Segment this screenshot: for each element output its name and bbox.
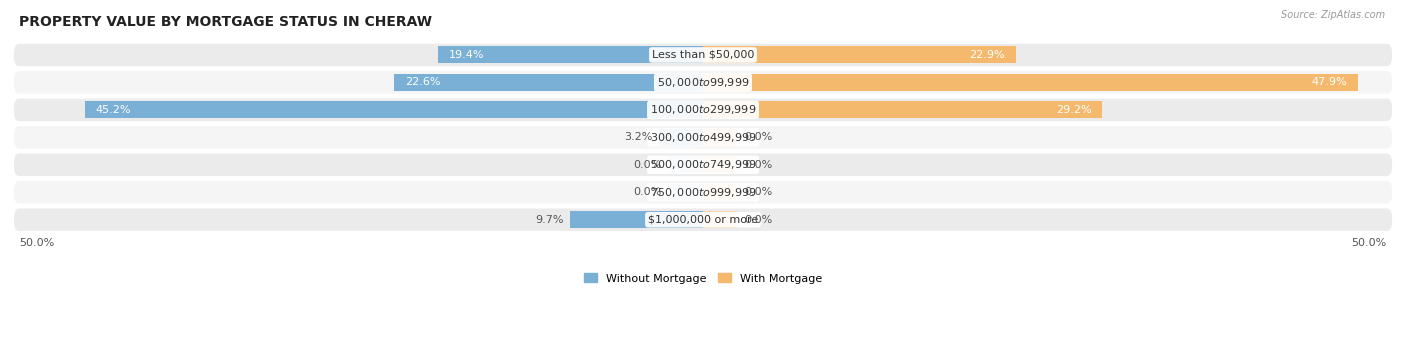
Text: 9.7%: 9.7% bbox=[536, 215, 564, 225]
Legend: Without Mortgage, With Mortgage: Without Mortgage, With Mortgage bbox=[579, 269, 827, 288]
Text: Less than $50,000: Less than $50,000 bbox=[652, 50, 754, 60]
Text: 29.2%: 29.2% bbox=[1056, 105, 1091, 115]
Bar bbox=[659, 129, 703, 146]
Bar bbox=[669, 184, 703, 201]
Text: 19.4%: 19.4% bbox=[449, 50, 484, 60]
Bar bbox=[703, 129, 737, 146]
Text: 0.0%: 0.0% bbox=[744, 132, 772, 142]
Text: $500,000 to $749,999: $500,000 to $749,999 bbox=[650, 158, 756, 171]
Text: 50.0%: 50.0% bbox=[20, 238, 55, 248]
Text: 47.9%: 47.9% bbox=[1312, 77, 1347, 87]
Text: 0.0%: 0.0% bbox=[744, 215, 772, 225]
Bar bbox=[571, 211, 703, 228]
Bar bbox=[703, 211, 737, 228]
Bar bbox=[703, 46, 1017, 63]
Text: 22.6%: 22.6% bbox=[405, 77, 440, 87]
Bar bbox=[703, 184, 737, 201]
Text: 22.9%: 22.9% bbox=[970, 50, 1005, 60]
Text: 0.0%: 0.0% bbox=[634, 187, 662, 197]
FancyBboxPatch shape bbox=[14, 71, 1392, 94]
Bar bbox=[703, 101, 1102, 118]
FancyBboxPatch shape bbox=[14, 126, 1392, 149]
FancyBboxPatch shape bbox=[14, 99, 1392, 121]
Bar bbox=[84, 101, 703, 118]
Text: $100,000 to $299,999: $100,000 to $299,999 bbox=[650, 103, 756, 116]
Bar bbox=[703, 74, 1358, 91]
Text: $750,000 to $999,999: $750,000 to $999,999 bbox=[650, 186, 756, 199]
Text: 0.0%: 0.0% bbox=[634, 160, 662, 170]
Text: $50,000 to $99,999: $50,000 to $99,999 bbox=[657, 76, 749, 89]
Text: PROPERTY VALUE BY MORTGAGE STATUS IN CHERAW: PROPERTY VALUE BY MORTGAGE STATUS IN CHE… bbox=[20, 15, 433, 29]
Bar bbox=[394, 74, 703, 91]
FancyBboxPatch shape bbox=[14, 153, 1392, 176]
Bar bbox=[437, 46, 703, 63]
FancyBboxPatch shape bbox=[14, 44, 1392, 66]
Text: 50.0%: 50.0% bbox=[1351, 238, 1386, 248]
Bar bbox=[703, 156, 737, 173]
Text: Source: ZipAtlas.com: Source: ZipAtlas.com bbox=[1281, 10, 1385, 20]
Text: $1,000,000 or more: $1,000,000 or more bbox=[648, 215, 758, 225]
FancyBboxPatch shape bbox=[14, 181, 1392, 204]
Bar bbox=[669, 156, 703, 173]
Text: $300,000 to $499,999: $300,000 to $499,999 bbox=[650, 131, 756, 144]
Text: 3.2%: 3.2% bbox=[624, 132, 652, 142]
Text: 0.0%: 0.0% bbox=[744, 187, 772, 197]
Text: 45.2%: 45.2% bbox=[96, 105, 131, 115]
FancyBboxPatch shape bbox=[14, 208, 1392, 231]
Text: 0.0%: 0.0% bbox=[744, 160, 772, 170]
